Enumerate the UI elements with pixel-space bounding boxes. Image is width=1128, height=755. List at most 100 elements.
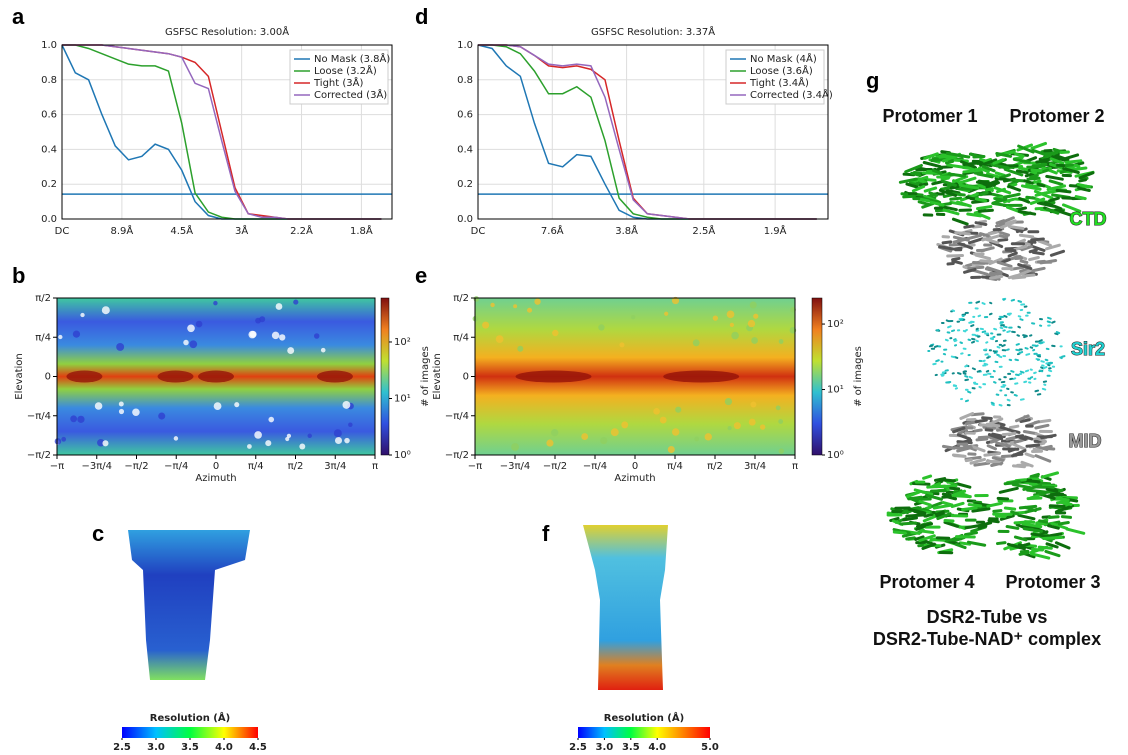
helix-green [1010,510,1020,516]
helix-cyan [1019,370,1025,374]
helix-green [961,506,978,512]
helix-green [1061,196,1078,201]
speckle [527,307,533,313]
helix-gray [989,436,1000,442]
helix-green [1035,158,1050,164]
helix-gray [1020,460,1034,468]
helix-green [947,172,967,178]
helix-green [974,197,988,203]
helix-green [1048,179,1064,186]
helix-green [915,522,934,529]
speckle [712,315,719,321]
helix-green [1015,169,1029,175]
helix-green [905,182,919,189]
helix-cyan [976,369,981,373]
x-tick-label: π/2 [707,461,723,472]
helix-green [950,501,965,509]
helix-green [1030,552,1051,560]
helix-cyan [1048,369,1053,373]
helix-green [1054,208,1074,218]
helix-green [992,158,1005,165]
panel-label: e [415,263,427,288]
helix-gray [1022,429,1038,436]
helix-cyan [964,399,969,403]
helix-green [1012,157,1031,164]
speckle [694,436,700,442]
y-tick-label: −π/4 [27,411,51,422]
helix-green [917,200,931,207]
helix-green [981,165,996,173]
helix-gray [998,425,1012,432]
helix-gray [1035,436,1047,443]
helix-green [1014,152,1025,158]
helix-cyan [957,372,962,375]
helix-green [1038,519,1049,524]
y-tick-label: 0.4 [41,144,57,155]
helix-gray [956,446,973,453]
y-tick-label: 0.2 [457,179,473,190]
x-tick-label: π [792,461,798,472]
speckle [247,444,252,449]
speckle [234,402,240,408]
colorbar-tick-label: 10¹ [827,385,844,396]
helix-green [1062,167,1080,175]
helix-green [943,520,960,528]
helix-green [929,538,946,542]
y-tick-label: 0 [463,372,469,383]
x-tick-label: −π/4 [164,461,188,472]
helix-cyan [992,350,997,353]
colorbar-tick-label: 3.5 [181,742,199,753]
panel-label: f [542,521,550,546]
helix-green [955,187,973,191]
x-axis-label: Azimuth [195,473,236,484]
y-tick-label: 0.0 [457,214,473,225]
density-map-f [583,525,668,690]
colorbar-tick-label: 4.0 [648,742,666,753]
helix-gray [978,232,990,238]
helix-green [1029,173,1039,179]
speckle [692,339,700,347]
helix-gray [1034,454,1052,463]
helix-cyan [1038,339,1043,343]
speckle [268,416,275,423]
y-tick-label: −π/4 [445,411,469,422]
helix-green [938,188,958,197]
structure-label: Protomer 4 [879,572,974,592]
helix-cyan [951,309,956,312]
helix-green [1022,484,1043,491]
helix-cyan [1017,325,1021,329]
colorbar-label: Resolution (Å) [604,711,684,724]
helix-green [1025,195,1036,200]
y-tick-label: 0.6 [457,110,473,121]
panel-label: b [12,263,25,288]
helix-gray [995,441,1011,448]
helix-green [996,496,1010,501]
helix-cyan [971,337,976,341]
helix-green [984,187,994,192]
helix-green [1026,496,1043,501]
helix-green [1017,144,1035,154]
x-tick-label: 2.2Å [290,224,313,237]
x-tick-label: 3π/4 [744,461,766,472]
helix-green [1018,551,1030,556]
speckle [101,306,110,315]
helix-gray [964,458,973,463]
helix-cyan [990,401,995,405]
plot-frame [61,44,393,220]
helix-gray [1008,424,1020,430]
helix-cyan [1034,389,1040,393]
speckle [726,310,735,319]
helix-cyan [950,329,956,333]
helix-green [996,187,1006,194]
helix-green [914,535,925,541]
helix-cyan [1033,371,1037,375]
helix-gray [999,220,1016,229]
helix-cyan [1005,348,1010,351]
helix-gray [1049,249,1066,257]
helix-green [913,488,934,496]
helix-green [994,171,1006,177]
helix-green [995,541,1007,546]
helix-gray [974,418,988,424]
helix-green [1010,479,1021,485]
speckle [581,433,589,440]
